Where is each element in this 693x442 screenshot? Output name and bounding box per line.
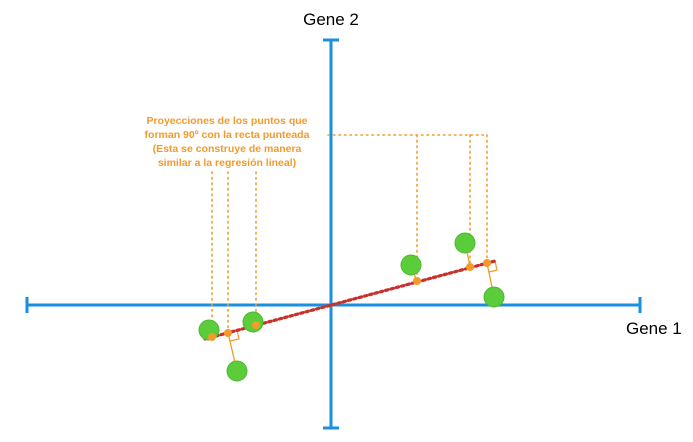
projection-point	[483, 259, 491, 267]
y-axis-label: Gene 2	[303, 10, 359, 29]
right-angle-marker	[229, 329, 240, 342]
perpendicular-connectors	[208, 242, 495, 372]
data-point	[226, 360, 248, 382]
projection-point	[208, 333, 216, 341]
projection-point	[252, 321, 260, 329]
data-points	[198, 232, 505, 382]
data-point	[454, 232, 476, 254]
guide-lines	[211, 134, 488, 337]
projection-point	[224, 329, 232, 337]
projection-points	[208, 259, 491, 341]
data-point	[400, 254, 422, 276]
data-point	[242, 311, 264, 333]
annotation-line: Proyecciones de los puntos que	[146, 115, 307, 127]
projection-point	[466, 263, 474, 271]
right-angle-markers	[229, 260, 498, 342]
annotation-line: similar a la regresión lineal)	[158, 157, 296, 169]
projection-point	[413, 277, 421, 285]
annotation: Proyecciones de los puntos que forman 90…	[145, 115, 310, 169]
annotation-line: forman 90º con la recta punteada	[145, 129, 310, 141]
axes	[25, 38, 642, 430]
x-axis-label: Gene 1	[626, 319, 682, 338]
data-point	[483, 286, 505, 308]
right-angle-marker	[488, 260, 498, 273]
annotation-line: (Esta se construye de manera	[153, 143, 302, 155]
